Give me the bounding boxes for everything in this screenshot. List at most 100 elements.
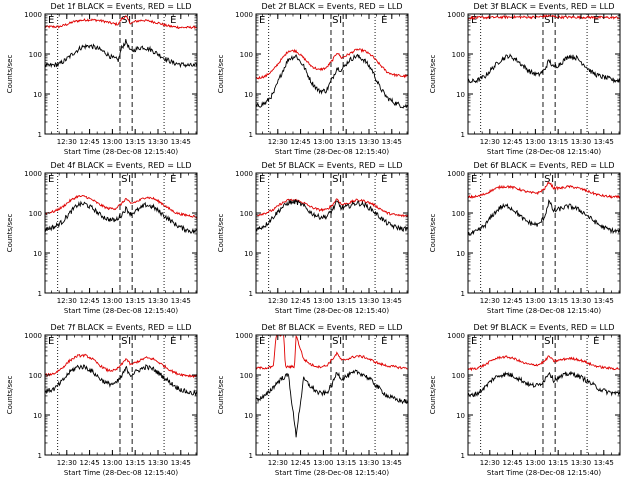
- series-line-lld: [467, 181, 621, 199]
- x-tick-label: 13:45: [171, 138, 191, 146]
- x-tick-label: 13:15: [336, 459, 356, 467]
- marker-s: S: [544, 174, 550, 185]
- x-tick-label: 13:00: [102, 459, 122, 467]
- y-tick-label: 100: [29, 51, 42, 59]
- x-tick-label: 13:00: [525, 459, 545, 467]
- x-tick-label: 13:15: [336, 297, 356, 305]
- x-tick-label: 12:30: [57, 297, 77, 305]
- x-tick-label: 12:30: [480, 459, 500, 467]
- plot-frame: [255, 334, 409, 456]
- y-tick-label: 100: [29, 210, 42, 218]
- y-tick-label: 1: [38, 452, 42, 460]
- x-tick-label: 12:45: [79, 297, 99, 305]
- x-axis-label: Start Time (28-Dec-08 12:15:40): [275, 148, 389, 156]
- y-tick-label: 10: [456, 412, 465, 420]
- y-axis-label: Counts/sec: [217, 214, 225, 253]
- chart-title: Det 3f BLACK = Events, RED = LLD: [473, 2, 614, 11]
- x-tick-label: 13:30: [359, 459, 379, 467]
- y-axis-label: Counts/sec: [217, 55, 225, 94]
- chart-title: Det 8f BLACK = Events, RED = LLD: [261, 323, 402, 332]
- chart-title: Det 4f BLACK = Events, RED = LLD: [50, 161, 191, 170]
- marker-s: S: [332, 15, 338, 26]
- series-line-lld: [467, 14, 621, 20]
- marker-i: I: [551, 336, 554, 347]
- x-tick-label: 13:15: [336, 138, 356, 146]
- plot-frame: [44, 13, 198, 135]
- series-line-events: [467, 199, 621, 237]
- chart-title: Det 7f BLACK = Events, RED = LLD: [50, 323, 191, 332]
- marker-e: E: [48, 174, 54, 185]
- marker-s: S: [544, 336, 550, 347]
- x-tick-label: 12:45: [502, 459, 522, 467]
- marker-i: I: [551, 15, 554, 26]
- x-tick-label: 13:30: [571, 138, 591, 146]
- marker-e: E: [593, 15, 599, 26]
- marker-s: S: [332, 336, 338, 347]
- y-tick-label: 100: [452, 51, 465, 59]
- y-tick-label: 1000: [24, 332, 42, 340]
- x-axis-label: Start Time (28-Dec-08 12:15:40): [64, 148, 178, 156]
- chart-panel-3: Det 3f BLACK = Events, RED = LLD Counts/s…: [429, 2, 621, 156]
- y-tick-label: 100: [240, 372, 253, 380]
- y-tick-label: 1000: [235, 11, 253, 19]
- plot-frame: [467, 172, 621, 294]
- y-axis-label: Counts/sec: [6, 376, 14, 415]
- y-tick-label: 1000: [235, 332, 253, 340]
- y-tick-label: 10: [33, 412, 42, 420]
- marker-e: E: [593, 174, 599, 185]
- series-line-events: [255, 198, 409, 233]
- y-axis-label: Counts/sec: [429, 214, 437, 253]
- chart-title: Det 5f BLACK = Events, RED = LLD: [261, 161, 402, 170]
- x-tick-label: 12:30: [268, 138, 288, 146]
- marker-e: E: [259, 174, 265, 185]
- y-axis-label: Counts/sec: [429, 55, 437, 94]
- series-line-events: [255, 53, 409, 109]
- marker-e: E: [259, 336, 265, 347]
- marker-i: I: [128, 15, 131, 26]
- y-tick-label: 10: [33, 91, 42, 99]
- x-tick-label: 12:30: [268, 297, 288, 305]
- x-tick-label: 13:30: [571, 297, 591, 305]
- chart-title: Det 9f BLACK = Events, RED = LLD: [473, 323, 614, 332]
- marker-e: E: [48, 15, 54, 26]
- marker-e: E: [170, 15, 176, 26]
- chart-title: Det 1f BLACK = Events, RED = LLD: [50, 2, 191, 11]
- marker-i: I: [128, 174, 131, 185]
- y-tick-label: 1: [249, 131, 253, 139]
- y-tick-label: 1: [461, 131, 465, 139]
- x-tick-label: 12:30: [57, 459, 77, 467]
- x-tick-label: 13:00: [102, 297, 122, 305]
- y-axis-label: Counts/sec: [6, 55, 14, 94]
- x-tick-label: 13:45: [171, 459, 191, 467]
- y-tick-label: 10: [244, 412, 253, 420]
- x-tick-label: 13:30: [148, 138, 168, 146]
- y-tick-label: 1: [249, 452, 253, 460]
- x-tick-label: 12:30: [57, 138, 77, 146]
- y-tick-label: 1: [249, 290, 253, 298]
- x-tick-label: 12:45: [290, 297, 310, 305]
- series-line-lld: [44, 15, 198, 30]
- series-line-events: [255, 369, 409, 438]
- marker-i: I: [551, 174, 554, 185]
- x-tick-label: 13:30: [571, 459, 591, 467]
- y-axis-label: Counts/sec: [217, 376, 225, 415]
- y-axis-label: Counts/sec: [429, 376, 437, 415]
- x-tick-label: 12:45: [502, 297, 522, 305]
- y-tick-label: 1000: [24, 170, 42, 178]
- plot-frame: [255, 13, 409, 135]
- y-tick-label: 10: [456, 91, 465, 99]
- chart-panel-8: Det 8f BLACK = Events, RED = LLD Counts/s…: [217, 323, 409, 477]
- y-tick-label: 10: [456, 250, 465, 258]
- x-tick-label: 13:45: [594, 459, 614, 467]
- x-tick-label: 13:15: [548, 297, 568, 305]
- series-line-events: [44, 364, 198, 397]
- y-tick-label: 100: [452, 372, 465, 380]
- y-tick-label: 1: [461, 452, 465, 460]
- x-axis-label: Start Time (28-Dec-08 12:15:40): [64, 469, 178, 477]
- x-tick-label: 13:45: [382, 138, 402, 146]
- y-tick-label: 1000: [447, 11, 465, 19]
- marker-s: S: [544, 15, 550, 26]
- marker-i: I: [339, 174, 342, 185]
- x-tick-label: 13:30: [148, 459, 168, 467]
